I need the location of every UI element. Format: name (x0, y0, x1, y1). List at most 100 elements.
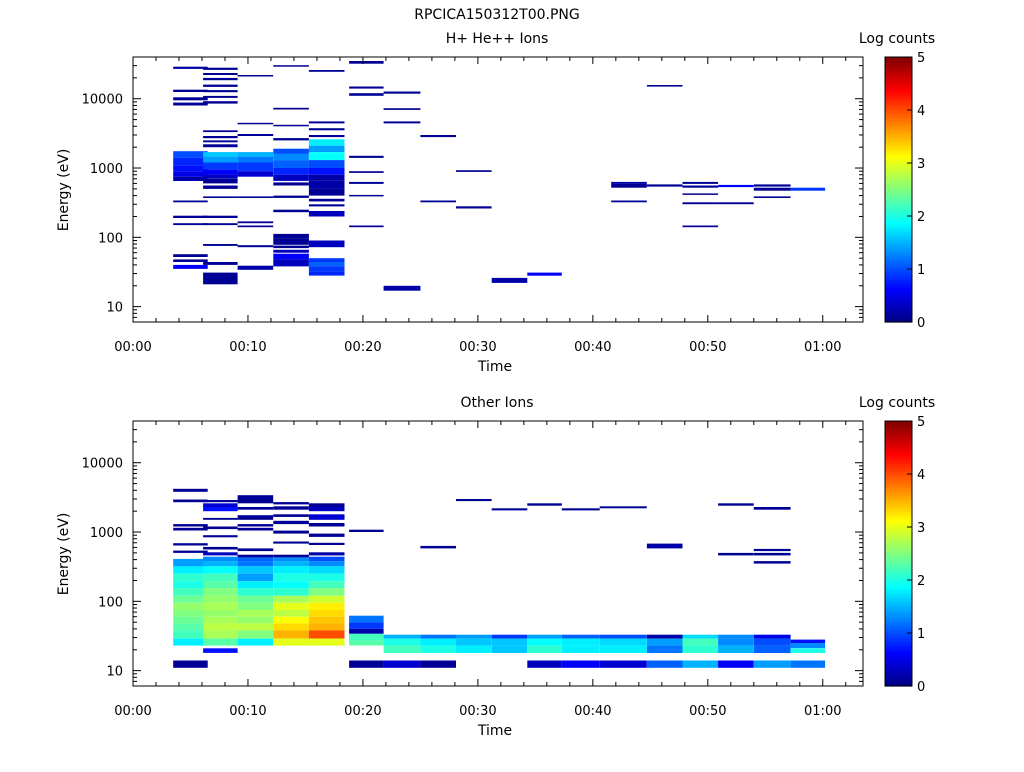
heatmap-cell (173, 171, 208, 177)
x-tick-label: 00:40 (574, 340, 611, 355)
panel-title: H+ He++ Ions (446, 31, 549, 47)
colorbar-segment (885, 110, 912, 114)
heatmap-cell (383, 645, 421, 653)
heatmap-cell (790, 660, 826, 668)
colorbar-tick-label: 5 (917, 51, 925, 66)
x-tick-label: 00:10 (229, 340, 266, 355)
colorbar-segment (885, 266, 912, 270)
heatmap-cell (753, 184, 791, 187)
heatmap-cell (308, 266, 345, 272)
heatmap-cell (349, 628, 384, 634)
y-axis-label: Energy (eV) (56, 149, 72, 232)
colorbar-segment (885, 287, 912, 291)
heatmap-cell (273, 107, 309, 110)
colorbar-segment (885, 261, 912, 265)
heatmap-cell (273, 233, 309, 239)
heatmap-cell (273, 530, 309, 534)
x-tick-label: 00:50 (689, 340, 726, 355)
colorbar-segment (885, 527, 912, 531)
heatmap-cell (790, 648, 826, 653)
heatmap-cell (682, 202, 719, 205)
heatmap-cell (349, 660, 384, 668)
heatmap-cell (456, 638, 492, 646)
colorbar-segment (885, 659, 912, 663)
colorbar-segment (885, 178, 912, 183)
colorbar-segment (885, 643, 912, 647)
heatmap-cell (173, 176, 208, 181)
colorbar-segment (885, 640, 912, 645)
heatmap-cell (203, 185, 238, 189)
colorbar-segment (885, 519, 912, 523)
heatmap-cell (237, 245, 274, 248)
colorbar-segment (885, 152, 912, 156)
heatmap-cell (349, 529, 384, 532)
colorbar-segment (885, 102, 912, 106)
x-tick-label: 00:20 (344, 704, 381, 719)
heatmap-cell (561, 638, 600, 646)
colorbar-segment (885, 452, 912, 457)
colorbar-segment (885, 556, 912, 560)
colorbar-segment (885, 83, 912, 87)
heatmap-cell (349, 633, 384, 641)
colorbar-segment (885, 147, 912, 151)
heatmap-cell (273, 259, 309, 267)
heatmap-cell (237, 156, 274, 163)
heatmap-cell (173, 581, 208, 589)
colorbar-frame (884, 420, 913, 687)
heatmap-cell (237, 581, 274, 589)
colorbar-segment (885, 664, 912, 669)
colorbar-segment (885, 123, 912, 127)
y-tick-label: 10000 (82, 457, 123, 472)
colorbar-segment (885, 545, 912, 549)
colorbar-segment (885, 229, 912, 233)
heatmap-cell (527, 638, 562, 646)
colorbar-segment (885, 479, 912, 483)
colorbar-segment (885, 603, 912, 608)
colorbar-segment (885, 489, 912, 494)
heatmap-cell (173, 602, 208, 610)
colorbar-segment (885, 458, 912, 462)
colorbar-segment (885, 234, 912, 238)
heatmap-cell (273, 174, 309, 181)
heatmap-cell (173, 151, 208, 158)
heatmap-cell (308, 160, 345, 168)
heatmap-cell (237, 616, 274, 624)
heatmap-cell (203, 77, 238, 81)
heatmap-cell (308, 181, 345, 189)
heatmap-cell (753, 638, 791, 646)
colorbar-segment (885, 80, 912, 85)
heatmap-cell (599, 506, 647, 509)
heatmap-cell (491, 645, 528, 653)
colorbar-segment (885, 189, 912, 193)
heatmap-cell (718, 634, 754, 639)
heatmap-cell (203, 500, 238, 503)
colorbar-segment (885, 221, 912, 225)
heatmap-cell (237, 225, 274, 228)
colorbar-segment (885, 529, 912, 533)
heatmap-cell (237, 134, 274, 136)
y-tick-label: 10 (106, 301, 123, 316)
colorbar-segment (885, 540, 912, 544)
heatmap-cell (599, 634, 647, 639)
heatmap-cell (420, 545, 456, 549)
colorbar-segment (885, 173, 912, 177)
heatmap-cell (203, 174, 238, 179)
heatmap-cell (203, 526, 238, 530)
heatmap-cell (718, 645, 754, 653)
colorbar-segment (885, 574, 912, 578)
heatmap-cell (790, 187, 826, 191)
heatmap-cell (203, 136, 238, 139)
heatmap-cell (173, 223, 208, 226)
colorbar-segment (885, 635, 912, 639)
heatmap-cell (203, 169, 238, 175)
colorbar-segment (885, 239, 912, 244)
heatmap-cell (173, 638, 208, 646)
heatmap-cell (173, 157, 208, 166)
heatmap-cell (203, 223, 238, 226)
colorbar-segment (885, 176, 912, 180)
y-tick-label: 100 (98, 231, 123, 246)
colorbar-segment (885, 434, 912, 438)
heatmap-cell (527, 645, 562, 653)
colorbar-segment (885, 484, 912, 488)
colorbar-segment (885, 439, 912, 443)
